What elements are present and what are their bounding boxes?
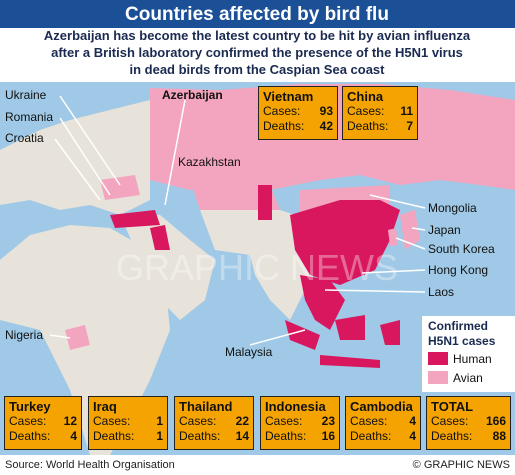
map-labels: Ukraine Romania Croatia Azerbaijan Kazak… [5,88,495,359]
country-label: Ukraine [5,88,47,102]
deaths-label: Deaths: [347,119,389,133]
box-country: China [347,89,384,104]
country-label: Croatia [5,131,44,145]
country-label: Hong Kong [428,263,488,277]
cases-value: 23 [321,414,335,428]
deaths-row: Deaths: 4 [9,429,77,444]
case-box: TOTAL Cases: 166 Deaths: 88 [426,396,511,450]
legend-title: H5N1 cases [428,334,496,348]
deaths-row: Deaths: 42 [263,119,333,134]
cases-row: Cases: 1 [93,414,163,429]
deaths-row: Deaths: 4 [350,429,416,444]
cases-value: 1 [156,414,163,428]
cases-value: 166 [485,414,506,428]
deaths-label: Deaths: [265,429,307,443]
deaths-row: Deaths: 1 [93,429,163,444]
cases-row: Cases: 166 [431,414,506,429]
legend-label: Avian [453,371,483,385]
cases-label: Cases: [179,414,217,428]
box-country: Cambodia [350,399,413,414]
cases-value: 12 [63,414,77,428]
cases-label: Cases: [9,414,47,428]
cases-label: Cases: [265,414,303,428]
box-country: TOTAL [431,399,474,414]
subtitle: Azerbaijan has become the latest country… [44,28,471,43]
leader-lines [49,95,426,346]
cases-row: Cases: 11 [347,104,413,119]
cases-value: 22 [235,414,249,428]
country-label: Nigeria [5,328,43,342]
legend-swatch [428,352,448,365]
case-box: Indonesia Cases: 23 Deaths: 16 [260,396,340,450]
box-country: Vietnam [263,89,314,104]
cases-value: 93 [319,104,333,118]
title-bar [0,0,515,28]
box-country: Thailand [179,399,233,414]
deaths-value: 4 [409,429,416,443]
cases-row: Cases: 12 [9,414,77,429]
case-box: Cambodia Cases: 4 Deaths: 4 [345,396,421,450]
subtitle: in dead birds from the Caspian Sea coast [129,62,385,77]
cases-value: 4 [409,414,416,428]
country-label: Mongolia [428,201,477,215]
deaths-label: Deaths: [9,429,51,443]
deaths-row: Deaths: 14 [179,429,249,444]
map-shapes [0,82,515,455]
country-label: Kazakhstan [178,155,241,169]
credit: © GRAPHIC NEWS [413,459,510,471]
cases-row: Cases: 23 [265,414,335,429]
cases-value: 11 [400,104,413,118]
legend-title: Confirmed [428,319,488,333]
deaths-value: 7 [406,119,413,133]
deaths-value: 88 [492,429,506,443]
title: Countries affected by bird flu [125,4,389,25]
case-box: Vietnam Cases: 93 Deaths: 42 [258,86,338,140]
cases-label: Cases: [431,414,469,428]
legend-swatch [428,371,448,384]
deaths-value: 16 [321,429,335,443]
cases-row: Cases: 22 [179,414,249,429]
country-label: Japan [428,223,461,237]
source: Source: World Health Organisation [5,459,175,471]
deaths-row: Deaths: 88 [431,429,506,444]
subtitle: after a British laboratory confirmed the… [51,45,463,60]
cases-label: Cases: [263,104,301,118]
cases-row: Cases: 4 [350,414,416,429]
country-label: Laos [428,285,454,299]
cases-label: Cases: [347,104,385,118]
case-box: Iraq Cases: 1 Deaths: 1 [88,396,168,450]
country-label: Azerbaijan [162,88,223,102]
case-box: Thailand Cases: 22 Deaths: 14 [174,396,254,450]
box-country: Iraq [93,399,117,414]
deaths-row: Deaths: 7 [347,119,413,134]
footer [0,455,515,475]
case-box: Turkey Cases: 12 Deaths: 4 [4,396,82,450]
cases-row: Cases: 93 [263,104,333,119]
country-label: South Korea [428,242,495,256]
deaths-value: 1 [156,429,163,443]
deaths-label: Deaths: [93,429,135,443]
case-box: China Cases: 11 Deaths: 7 [342,86,418,140]
deaths-label: Deaths: [179,429,221,443]
country-label: Malaysia [225,345,273,359]
cases-label: Cases: [350,414,388,428]
country-label: Romania [5,110,53,124]
deaths-value: 14 [235,429,249,443]
cases-label: Cases: [93,414,131,428]
watermark: GRAPHIC NEWS [116,247,398,288]
deaths-value: 4 [70,429,77,443]
legend-label: Human [453,352,492,366]
deaths-label: Deaths: [263,119,305,133]
box-country: Indonesia [265,399,326,414]
box-country: Turkey [9,399,51,414]
deaths-row: Deaths: 16 [265,429,335,444]
deaths-value: 42 [319,119,333,133]
deaths-label: Deaths: [431,429,473,443]
deaths-label: Deaths: [350,429,392,443]
